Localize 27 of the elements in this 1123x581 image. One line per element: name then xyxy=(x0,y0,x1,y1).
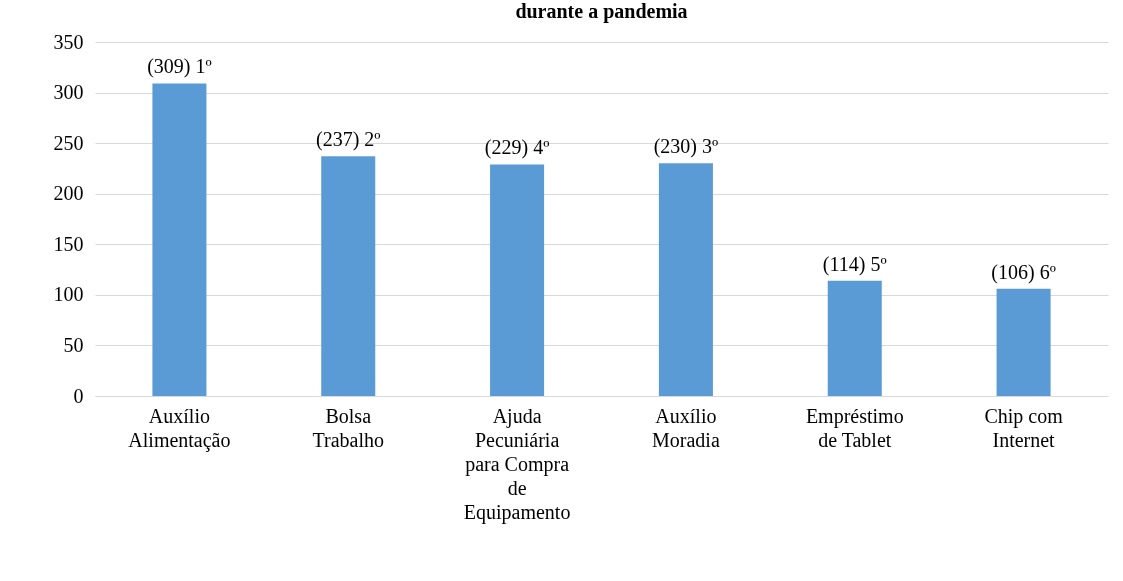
y-tick-label: 200 xyxy=(53,182,84,205)
y-tick-label: 100 xyxy=(53,283,84,306)
bar xyxy=(490,164,545,396)
y-tick-label: 300 xyxy=(53,81,84,104)
x-tick-label: Empréstimo de Tablet xyxy=(805,404,904,451)
data-label: (114) 5º xyxy=(822,252,887,276)
y-tick-label: 0 xyxy=(73,384,84,407)
bar xyxy=(152,83,207,396)
y-tick-label: 250 xyxy=(53,131,84,154)
x-tick-label: Chip com Internet xyxy=(984,404,1064,451)
data-label: (237) 2º xyxy=(315,128,381,152)
data-label: (230) 3º xyxy=(653,135,719,159)
bar xyxy=(996,288,1051,396)
data-label: (106) 6º xyxy=(991,260,1056,284)
x-tick-label: Bolsa Trabalho xyxy=(312,404,384,451)
data-label: (229) 4º xyxy=(484,136,550,160)
bar xyxy=(827,280,882,396)
bar xyxy=(658,163,713,396)
y-tick-label: 150 xyxy=(53,232,84,255)
x-tick-label: Auxílio Moradia xyxy=(652,404,720,451)
chart-title: durante a pandemia xyxy=(515,0,688,23)
data-label: (309) 1º xyxy=(147,55,212,79)
y-tick-label: 50 xyxy=(63,333,84,356)
x-tick-label: Auxílio Alimentação xyxy=(128,404,231,452)
x-tick-label: Ajuda Pecuniária para Compra de Equipamento xyxy=(463,404,571,524)
bar xyxy=(321,156,376,396)
y-tick-label: 350 xyxy=(53,30,84,53)
